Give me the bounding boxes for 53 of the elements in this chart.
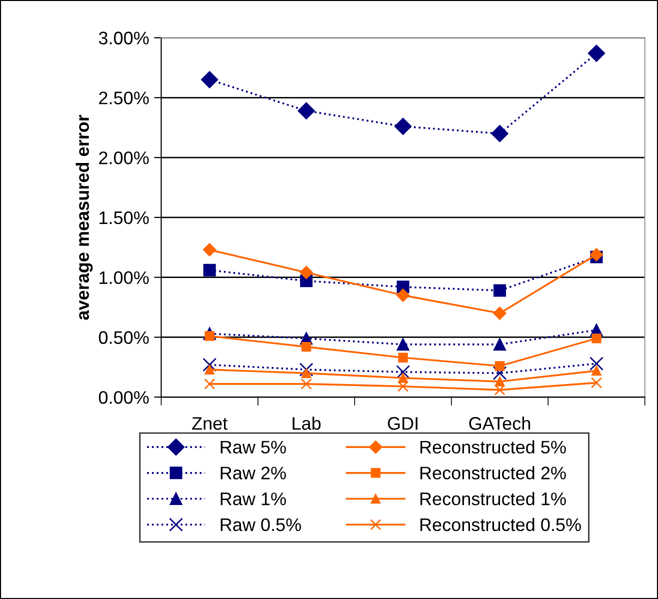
point [299,362,314,377]
point [494,284,506,297]
point [396,338,410,351]
point [301,342,312,352]
point [202,358,217,372]
point [491,125,508,142]
legend-label: Raw 5% [220,440,286,454]
legend-label: Raw 2% [220,466,286,480]
point [592,366,602,376]
y-axis-title: average measured error [76,114,93,320]
point [398,373,408,383]
point [398,352,408,362]
point [592,334,602,344]
point [492,366,507,380]
legend-label: Reconstructed 2% [420,466,566,480]
x-tick-label: GATech [469,416,530,430]
y-tick-label: 2.00% [99,151,149,164]
y-tick-label: 0.00% [98,391,149,404]
x-tick-label: GDI [388,417,418,430]
y-tick-label: 1.00% [100,271,149,284]
point [396,288,410,302]
y-tick-label: 0.50% [98,331,149,344]
point [300,378,312,390]
point [397,380,409,392]
point [396,365,410,379]
legend-label: Reconstructed 1% [420,492,566,506]
point [493,306,506,320]
y-tick-label: 2.50% [99,92,149,104]
y-tick-label: 3.00% [98,32,149,44]
point [494,338,506,351]
legend-label: Reconstructed 0.5% [420,518,581,532]
legend-label: Raw 1% [220,492,286,506]
point [494,361,505,371]
y-tick-label: 1.50% [100,211,149,224]
x-tick-label: Znet [192,417,228,430]
point [204,378,216,390]
legend-label: Raw 0.5% [220,518,301,532]
point [202,243,216,256]
point [201,71,218,88]
legend-label: Reconstructed 5% [420,440,566,454]
point [494,376,505,386]
point [300,266,313,280]
point [590,248,604,262]
point [203,264,216,276]
point [301,368,312,378]
point [588,44,606,62]
point [204,364,214,374]
point [494,384,506,396]
x-tick-label: Lab [292,416,321,430]
point [394,118,412,135]
point [590,356,604,371]
point [298,102,315,120]
point [590,377,602,388]
